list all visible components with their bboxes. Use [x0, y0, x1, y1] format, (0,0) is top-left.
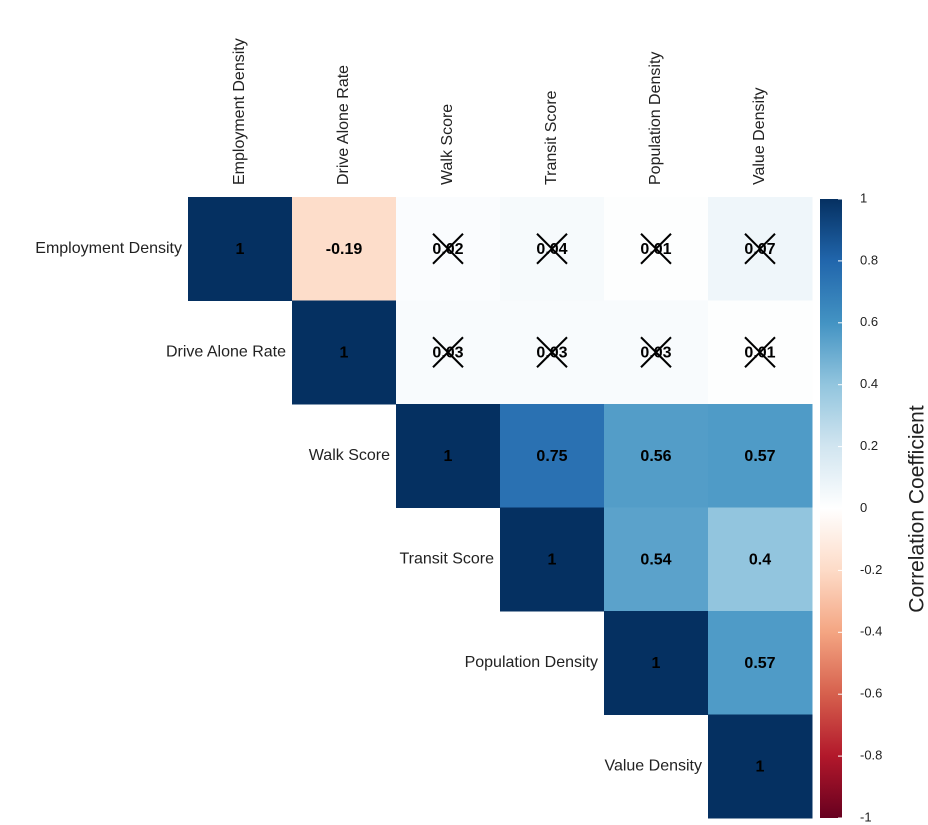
insignificant-cross	[640, 233, 672, 265]
colorbar-tick-label: -0.4	[860, 624, 882, 639]
column-label: Drive Alone Rate	[335, 65, 352, 185]
cell	[292, 300, 397, 405]
row-label: Employment Density	[35, 240, 182, 257]
cell-value: -0.19	[326, 241, 363, 258]
cell-value: 1	[548, 551, 557, 568]
row-label: Population Density	[465, 654, 598, 671]
colorbar-tick-label: 0.8	[860, 252, 878, 267]
colorbar-tick-label: -0.8	[860, 748, 882, 763]
column-label: Walk Score	[439, 104, 456, 185]
insignificant-cross	[432, 336, 464, 368]
column-label: Transit Score	[543, 90, 560, 185]
colorbar-tick-label: 0.6	[860, 314, 878, 329]
colorbar-tick-label: -0.2	[860, 562, 882, 577]
cell-value: 1	[444, 448, 453, 465]
row-label: Walk Score	[309, 447, 390, 464]
colorbar-tick-label: 0.4	[860, 376, 878, 391]
cell-value: 0.56	[640, 448, 671, 465]
row-label: Drive Alone Rate	[166, 343, 286, 360]
insignificant-cross	[744, 336, 776, 368]
cell-value: 1	[236, 241, 245, 258]
cell	[604, 507, 709, 612]
cell	[708, 507, 813, 612]
cell-value: 0.57	[744, 448, 775, 465]
insignificant-cross	[432, 233, 464, 265]
insignificant-cross	[744, 233, 776, 265]
cell	[188, 197, 293, 301]
colorbar-tick-label: 0	[860, 500, 867, 515]
column-label: Population Density	[647, 52, 664, 185]
row-label: Transit Score	[399, 550, 494, 567]
column-label: Value Density	[751, 87, 768, 185]
cell-value: 1	[756, 758, 765, 775]
colorbar-tick-label: 0.2	[860, 438, 878, 453]
colorbar-tick-label: -1	[860, 809, 872, 824]
cell-value: 0.4	[749, 551, 771, 568]
cell	[708, 714, 813, 819]
cell-value: 1	[652, 655, 661, 672]
cell	[604, 404, 709, 508]
cell-value: 0.57	[744, 655, 775, 672]
cell	[708, 611, 813, 715]
insignificant-cross	[640, 336, 672, 368]
insignificant-cross	[536, 233, 568, 265]
cell	[500, 507, 605, 612]
cell	[708, 404, 813, 508]
cell	[292, 197, 397, 301]
colorbar-tick-label: -0.6	[860, 686, 882, 701]
cell	[604, 611, 709, 715]
colorbar-tick-label: 1	[860, 190, 867, 205]
cell	[396, 404, 501, 508]
colorbar-title: Correlation Coefficient	[906, 405, 928, 613]
cell-value: 0.75	[536, 448, 567, 465]
colorbar	[820, 199, 842, 818]
cell-value: 0.54	[640, 551, 671, 568]
cell	[500, 404, 605, 508]
row-label: Value Density	[604, 757, 702, 774]
cell-value: 1	[340, 344, 349, 361]
insignificant-cross	[536, 336, 568, 368]
column-label: Employment Density	[231, 38, 248, 185]
